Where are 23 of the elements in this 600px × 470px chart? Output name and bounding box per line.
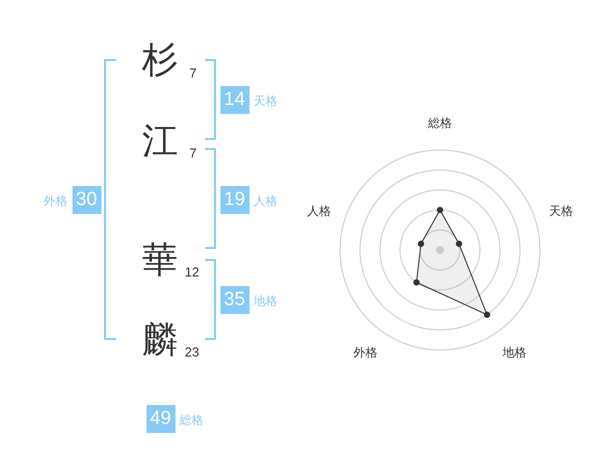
text: 総格 (180, 413, 204, 427)
text: 人格 (254, 194, 278, 208)
spoke-label: 地格 (502, 346, 527, 360)
text: 12 (184, 264, 200, 280)
spoke-label: 人格 (307, 204, 332, 218)
text: 35 (220, 286, 249, 314)
text: 19 (220, 186, 249, 214)
text: 49 (146, 405, 175, 433)
text: 7 (189, 146, 197, 160)
text: 麟 (142, 319, 178, 360)
spoke-label: 総格 (427, 116, 452, 130)
text: 14 (220, 86, 249, 114)
text: 杉 (142, 39, 178, 80)
text: 23 (184, 344, 200, 360)
text: 7 (189, 66, 197, 80)
text: 外格 (44, 194, 68, 208)
text: 江 (142, 120, 178, 161)
text: 華 (142, 239, 178, 280)
spoke-label: 天格 (548, 204, 573, 218)
text: 天格 (254, 94, 278, 108)
text: 地格 (254, 294, 278, 308)
text: 30 (72, 186, 101, 214)
spoke-label: 外格 (353, 346, 378, 360)
